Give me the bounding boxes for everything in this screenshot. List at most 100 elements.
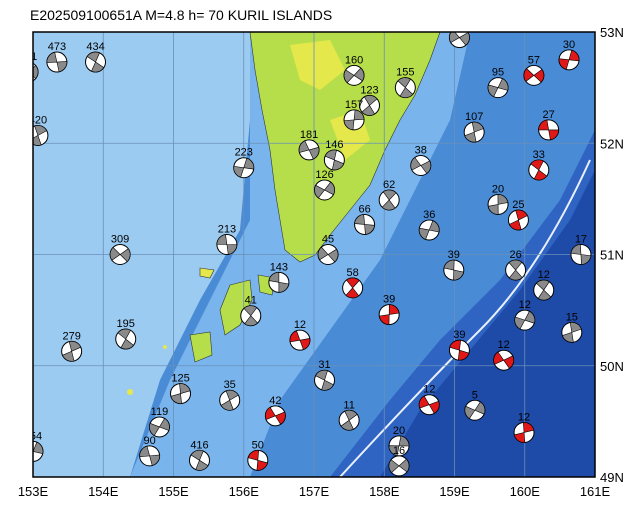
event: 26 [505,249,527,281]
depth-label: 123 [360,84,378,96]
event: 27 [538,109,560,141]
event: 39 [378,294,400,326]
depth-label: 62 [383,179,395,191]
depth-label: 309 [111,234,129,246]
depth-label: 5 [472,389,478,401]
lat-tick-label: 51N [600,248,624,263]
compression-quadrant [314,181,335,199]
event: 20 [487,183,509,215]
event: 39 [443,249,465,281]
lon-tick-label: 153E [18,484,49,499]
depth-label: 279 [62,330,80,342]
compression-quadrant [190,449,209,471]
event: 12 [493,339,515,371]
depth-label: 223 [235,147,253,159]
compression-quadrant [343,67,365,84]
island [163,345,167,349]
depth-label: 416 [190,439,208,451]
depth-label: 126 [315,169,333,181]
depth-label: 434 [86,41,104,53]
depth-label: 17 [575,234,587,246]
event: 36 [418,209,440,241]
depth-label: 90 [143,435,155,447]
compression-quadrant [449,339,470,361]
depth-label: 12 [518,412,530,424]
compression-quadrant [33,125,48,146]
compression-quadrant [388,458,410,474]
depth-label: 104 [450,17,468,29]
compression-quadrant [381,189,397,211]
event: 223 [233,147,255,179]
depth-label: 35 [224,379,236,391]
event: 12 [289,319,311,351]
depth-label: 66 [358,203,370,215]
event: 38 [410,145,432,176]
event: 154 [33,430,44,462]
depth-label: 12 [294,319,306,331]
lat-tick-label: 53N [600,25,624,40]
lat-tick-label: 52N [600,136,624,151]
island [189,331,213,363]
event: 125 [170,373,192,405]
event: 11 [338,399,360,431]
depth-label: 33 [533,149,545,161]
events: 471 473 434 420 223 309 213 195 279 154 104 17 12 15 1… [33,17,592,477]
depth-label: 30 [563,39,575,51]
depth-label: 146 [325,139,343,151]
compression-quadrant [33,65,39,79]
event: 123 [358,84,380,116]
depth-label: 157 [345,99,363,111]
compression-quadrant [397,77,414,98]
depth-label: 57 [528,54,540,66]
compression-quadrant [530,159,548,181]
lon-tick-label: 158E [369,484,400,499]
compression-quadrant [317,246,339,263]
event: 45 [317,234,339,265]
depth-label: 26 [509,249,521,261]
lat-tick-label: 49N [600,470,624,485]
lat-tick-label: 50N [600,359,624,374]
lon-tick-label: 159E [439,484,470,499]
map-title: E202509100651A M=4.8 h= 70 KURIL ISLANDS [30,7,332,23]
depth-label: 20 [393,425,405,437]
depth-label: 58 [347,267,359,279]
lon-tick-label: 154E [88,484,119,499]
compression-quadrant [562,322,582,343]
compression-quadrant [117,328,134,350]
event: 25 [507,199,529,231]
event: 104 [448,17,470,49]
compression-quadrant [220,389,239,411]
compression-quadrant [268,271,290,293]
event: 90 [139,435,161,467]
compression-quadrant [86,51,105,73]
compression-quadrant [345,277,360,299]
depth-label: 143 [270,261,288,273]
event: 35 [219,379,241,411]
compression-quadrant [361,95,378,116]
event: 17 [570,234,592,265]
compression-quadrant [487,78,509,98]
depth-label: 125 [171,373,189,385]
event: 12 [514,299,536,331]
event: 160 [343,54,365,86]
compression-quadrant [265,406,286,425]
compression-quadrant [493,351,514,369]
compression-quadrant [514,310,536,330]
depth-label: 20 [492,183,504,195]
compression-quadrant [62,340,82,362]
lon-tick-label: 161E [580,484,611,499]
compression-quadrant [378,304,400,325]
compression-quadrant [109,246,131,263]
event: 20 [388,425,410,457]
event: 62 [378,179,400,211]
compression-quadrant [508,209,528,231]
lon-tick-label: 160E [510,484,541,499]
event: 57 [523,54,545,86]
depth-label: 473 [48,41,66,53]
island [199,267,215,279]
compression-quadrant [443,259,464,281]
compression-quadrant [298,140,320,160]
depth-label: 15 [566,311,578,323]
depth-label: 39 [383,294,395,306]
